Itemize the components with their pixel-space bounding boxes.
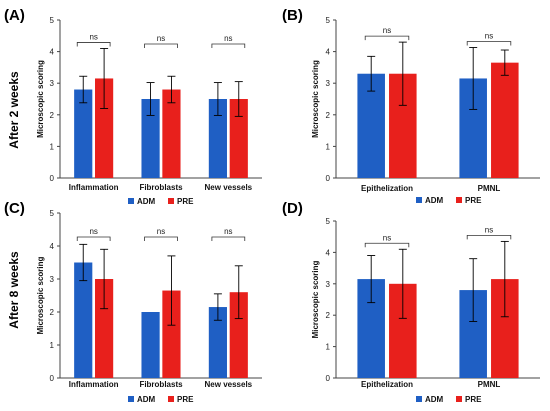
bar-adm [141, 312, 160, 378]
significance-label: ns [157, 227, 165, 236]
bar-adm [208, 307, 227, 378]
bar-pre [162, 290, 181, 378]
y-tick-label: 0 [50, 374, 55, 383]
y-axis-label: Microscopic scoring [36, 256, 45, 334]
legend-label: PRE [177, 395, 194, 404]
category-label: New vessels [205, 183, 253, 192]
y-tick-label: 2 [326, 111, 331, 120]
category-label: PMNL [478, 380, 501, 389]
y-tick-label: 3 [326, 280, 331, 289]
category-label: PMNL [478, 184, 501, 193]
legend-label: ADM [137, 395, 156, 404]
significance-bracket [466, 41, 512, 46]
y-tick-label: 5 [50, 209, 55, 218]
bar-adm [74, 89, 93, 178]
y-tick-label: 5 [50, 16, 55, 25]
y-tick-label: 4 [50, 242, 55, 251]
bar-pre [229, 292, 248, 378]
y-tick-label: 5 [326, 16, 331, 25]
legend-swatch-adm [416, 197, 422, 203]
legend-label: ADM [425, 196, 444, 205]
category-label: Inflammation [69, 380, 119, 389]
significance-bracket [364, 35, 410, 41]
y-tick-label: 4 [326, 248, 331, 257]
significance-bracket [211, 43, 246, 48]
significance-bracket [466, 235, 512, 240]
significance-bracket [76, 42, 111, 47]
y-tick-label: 3 [50, 79, 55, 88]
bar-pre [95, 279, 114, 378]
significance-label: ns [383, 233, 391, 242]
legend-label: ADM [137, 197, 156, 206]
bar-adm [208, 99, 227, 178]
y-tick-label: 1 [50, 341, 55, 350]
legend-swatch-pre [168, 198, 174, 204]
legend-label: PRE [465, 196, 482, 205]
bar-pre [95, 78, 114, 178]
legend-swatch-adm [128, 396, 134, 402]
y-tick-label: 0 [50, 174, 55, 183]
y-tick-label: 1 [50, 142, 55, 151]
y-axis-label: Microscopic scoring [36, 60, 45, 138]
legend-swatch-pre [168, 396, 174, 402]
category-label: Epithelization [361, 184, 413, 193]
significance-bracket [144, 43, 178, 48]
significance-label: ns [89, 227, 97, 236]
y-tick-label: 4 [50, 48, 55, 57]
y-tick-label: 2 [50, 308, 55, 317]
significance-label: ns [89, 32, 97, 41]
chart-panel-3: (C) Microscopic scoring 0 1 2 3 4 5 ns Inflammati… [4, 200, 262, 404]
significance-label: ns [224, 34, 232, 43]
significance-label: ns [485, 31, 493, 40]
y-tick-label: 1 [326, 343, 331, 352]
y-tick-label: 1 [326, 142, 331, 151]
significance-label: ns [485, 225, 493, 234]
bar-pre [491, 62, 519, 178]
y-axis-label: Microscopic scoring [311, 60, 320, 138]
y-tick-label: 4 [326, 48, 331, 57]
category-label: New vessels [205, 380, 253, 389]
bar-pre [229, 99, 248, 178]
panel-label: (D) [282, 200, 303, 217]
y-tick-label: 0 [326, 374, 331, 383]
legend-label: ADM [425, 395, 444, 404]
row-label: After 8 weeks [7, 251, 21, 329]
legend-label: PRE [177, 197, 194, 206]
significance-label: ns [383, 26, 391, 35]
legend-swatch-pre [456, 197, 462, 203]
legend-label: PRE [465, 395, 482, 404]
y-tick-label: 5 [326, 217, 331, 226]
chart-panel-2: (B) Microscopic scoring 0 1 2 3 4 5 ns Epitheliza… [282, 7, 540, 205]
y-tick-label: 0 [326, 174, 331, 183]
bar-adm [141, 99, 160, 178]
panel-label: (B) [282, 7, 303, 24]
y-tick-label: 2 [326, 311, 331, 320]
category-label: Fibroblasts [139, 380, 183, 389]
bar-adm [74, 262, 93, 378]
y-tick-label: 3 [50, 275, 55, 284]
panel-label: (A) [4, 7, 25, 24]
category-label: Fibroblasts [139, 183, 183, 192]
significance-bracket [364, 242, 410, 248]
panel-label: (C) [4, 200, 25, 217]
category-label: Inflammation [69, 183, 119, 192]
significance-bracket [144, 236, 178, 241]
y-tick-label: 2 [50, 111, 55, 120]
row-label: After 2 weeks [7, 71, 21, 149]
y-axis-label: Microscopic scoring [311, 260, 320, 338]
significance-label: ns [224, 227, 232, 236]
category-label: Epithelization [361, 380, 413, 389]
legend-swatch-adm [128, 198, 134, 204]
legend-swatch-adm [416, 396, 422, 402]
significance-bracket [211, 236, 246, 241]
chart-panel-1: (A) Microscopic scoring 0 1 2 3 4 5 ns Inflammati… [4, 7, 262, 206]
legend-swatch-pre [456, 396, 462, 402]
y-tick-label: 3 [326, 79, 331, 88]
significance-bracket [76, 236, 111, 241]
significance-label: ns [157, 34, 165, 43]
bar-pre [162, 89, 181, 178]
chart-panel-4: (D) Microscopic scoring 0 1 2 3 4 5 ns Epitheliza… [282, 200, 540, 404]
